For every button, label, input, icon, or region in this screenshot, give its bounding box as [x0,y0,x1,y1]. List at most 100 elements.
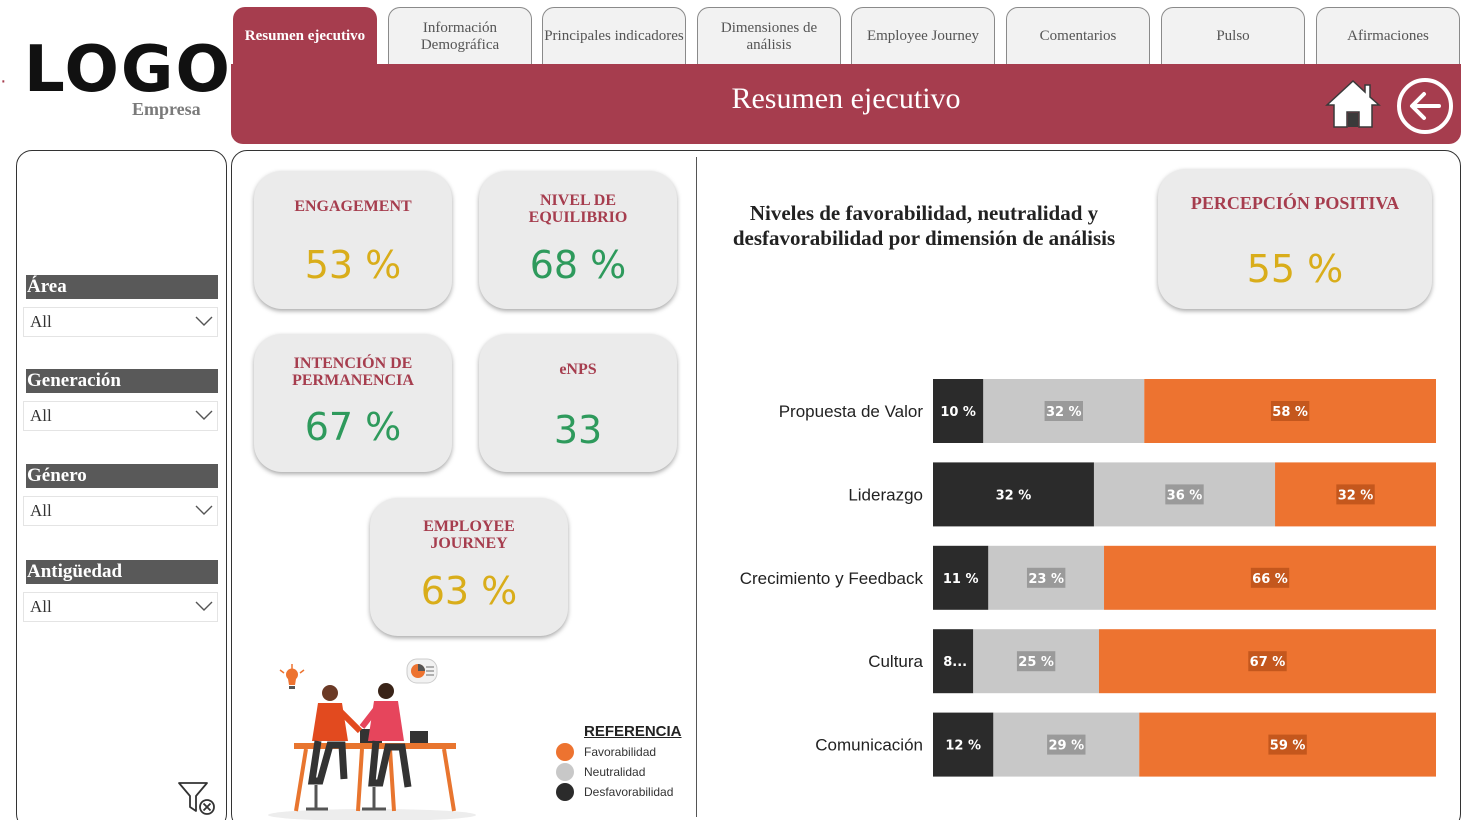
filter-select-antiguedad[interactable]: All [23,592,218,622]
data-label: 59 % [1270,739,1306,754]
company-logo: LOGO [24,33,232,107]
bar-segment-desfavorabilidad[interactable] [933,545,989,610]
legend-swatch [556,783,574,801]
tab-comentarios[interactable]: Comentarios [1006,7,1150,65]
divider [696,157,697,817]
clear-filter-icon[interactable] [177,779,217,817]
data-label: 58 % [1272,405,1308,420]
kpi-title: eNPS [559,361,597,378]
legend-item-favorabilidad: Favorabilidad [556,743,656,761]
chevron-down-icon [195,505,213,515]
data-label: 11 % [943,572,979,587]
kpi-title: ENGAGEMENT [294,198,412,215]
page-header: Resumen ejecutivo [231,64,1461,144]
filter-select-generacion[interactable]: All [23,401,218,431]
kpi-card-percepcion-positiva: PERCEPCIÓN POSITIVA 55 % [1158,169,1432,309]
kpi-value: 33 [553,408,603,452]
legend-item-desfavorabilidad: Desfavorabilidad [556,783,673,801]
data-label: 23 % [1028,572,1064,587]
data-label-bg [1026,567,1066,588]
bar-segment-desfavorabilidad[interactable] [933,712,994,777]
tab-resumen-ejecutivo[interactable]: Resumen ejecutivo [233,7,377,65]
filter-label-generacion: Generación [26,369,218,393]
filter-value-antiguedad: All [30,597,52,616]
data-label: 29 % [1048,739,1084,754]
page-title: Resumen ejecutivo [731,82,961,115]
data-label-bg [1047,734,1086,755]
data-label: 25 % [1018,655,1054,670]
tab-dimensiones-analisis[interactable]: Dimensiones de análisis [697,7,841,65]
data-label-bg [1336,484,1375,505]
category-label: Cultura [868,652,923,671]
legend-title: REFERENCIA [584,723,682,740]
filter-select-area[interactable]: All [23,307,218,337]
kpi-title: NIVEL DE EQUILIBRIO [528,192,628,226]
kpi-value: 55 % [1246,247,1344,291]
bar-segment-desfavorabilidad[interactable] [933,379,984,443]
company-name: Empresa [132,99,201,119]
category-label: Crecimiento y Feedback [740,569,924,588]
legend-swatch [556,763,574,781]
data-label: 67 % [1250,655,1286,670]
main-panel: ENGAGEMENT 53 % NIVEL DE EQUILIBRIO 68 %… [231,150,1461,820]
legend-swatch [556,743,574,761]
kpi-title: EMPLOYEE JOURNEY [423,518,515,552]
legend-label: Neutralidad [584,765,646,779]
filter-panel: Área All Generación All Género All Antig… [16,150,227,820]
category-label: Comunicación [815,736,923,755]
data-label: 32 % [1046,405,1082,420]
filter-select-genero[interactable]: All [23,496,218,526]
team-illustration [268,658,476,820]
kpi-card-nivel-equilibrio: NIVEL DE EQUILIBRIO 68 % [479,171,677,309]
data-label-bg [1016,651,1056,672]
data-label-bg [1165,484,1204,505]
filter-value-genero: All [30,501,52,520]
chart-title: Niveles de favorabilidad, neutralidad y … [732,201,1116,250]
filter-label-antiguedad: Antigüedad [26,560,218,584]
kpi-title: INTENCIÓN DE PERMANENCIA [292,355,414,389]
filter-label-genero: Género [26,464,218,488]
tab-principales-indicadores[interactable]: Principales indicadores [542,7,686,65]
chevron-down-icon [195,316,213,326]
data-label-bg [1044,401,1083,421]
home-icon[interactable] [1325,78,1381,130]
data-label-bg [1248,651,1287,672]
tab-pulso[interactable]: Pulso [1161,7,1305,65]
data-label: 32 % [996,488,1032,503]
kpi-value: 68 % [529,243,627,287]
tab-informacion-demografica[interactable]: Información Demográfica [388,7,532,65]
filter-value-area: All [30,312,52,331]
chevron-down-icon [195,410,213,420]
kpi-value: 67 % [304,405,402,449]
data-label-bg [1268,734,1307,755]
data-label: 66 % [1252,572,1288,587]
kpi-card-intencion-permanencia: INTENCIÓN DE PERMANENCIA 67 % [254,334,452,472]
filter-label-area: Área [26,275,218,299]
data-label: 12 % [945,739,981,754]
data-label-bg [1250,567,1290,588]
filter-value-generacion: All [30,406,52,425]
tab-afirmaciones[interactable]: Afirmaciones [1316,7,1460,65]
tab-employee-journey[interactable]: Employee Journey [851,7,995,65]
data-label: 32 % [1338,488,1374,503]
stacked-bar-chart: Propuesta de Valor 10 % 32 % 58 % Liderazgo 3… [740,379,1436,777]
legend-item-neutralidad: Neutralidad [556,763,645,781]
back-arrow-icon[interactable] [1395,76,1455,136]
kpi-title: PERCEPCIÓN POSITIVA [1190,193,1400,213]
chevron-down-icon [195,601,213,611]
data-label: 10 % [940,405,976,420]
kpi-card-engagement: ENGAGEMENT 53 % [254,171,452,309]
kpi-value: 53 % [304,243,402,287]
data-label: 36 % [1167,488,1203,503]
category-label: Liderazgo [848,485,923,504]
data-label: 8... [943,655,967,670]
data-label-bg [1270,401,1310,421]
legend-label: Desfavorabilidad [584,785,674,799]
legend-label: Favorabilidad [584,745,657,759]
kpi-value: 63 % [420,569,518,613]
kpi-card-enps: eNPS 33 [479,334,677,472]
category-label: Propuesta de Valor [779,402,924,421]
bar-segment-desfavorabilidad[interactable] [933,629,974,694]
logo-dot: · [0,70,7,92]
bar-segment-desfavorabilidad[interactable] [933,462,1094,527]
